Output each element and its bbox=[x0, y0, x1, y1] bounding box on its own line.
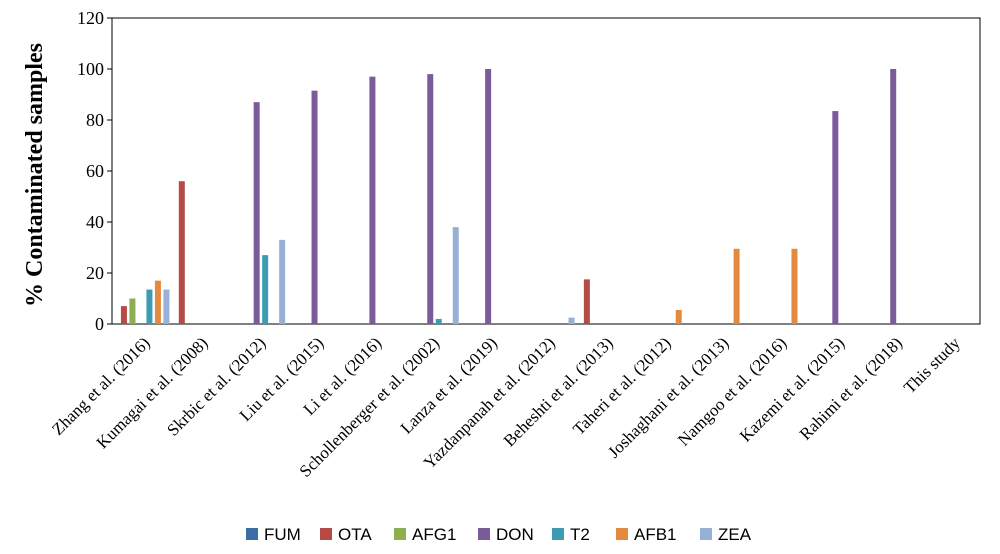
plot-border bbox=[111, 17, 981, 325]
y-tick-label: 0 bbox=[95, 314, 104, 334]
y-axis-title: % Contaminated samples bbox=[22, 43, 48, 307]
y-tick-label: 80 bbox=[86, 110, 104, 130]
x-category-label: Skrbic et al. (2012) bbox=[163, 333, 269, 439]
bar-zea-1 bbox=[163, 289, 170, 324]
legend-label-ota: OTA bbox=[338, 525, 372, 544]
bar-t2-6 bbox=[435, 318, 442, 324]
y-tick-label: 60 bbox=[86, 161, 104, 181]
y-tick-label: 20 bbox=[86, 263, 104, 283]
x-axis-labels: Zhang et al. (2016)Kumagai et al. (2008)… bbox=[48, 333, 964, 481]
x-category-label: This study bbox=[900, 333, 964, 397]
y-tick-label: 120 bbox=[77, 8, 104, 28]
bar-afb1-10 bbox=[675, 309, 682, 324]
bar-don-5 bbox=[369, 76, 376, 325]
legend-swatch-don bbox=[478, 528, 490, 540]
legend-label-fum: FUM bbox=[264, 525, 301, 544]
legend-swatch-afb1 bbox=[616, 528, 628, 540]
plot-area bbox=[111, 17, 981, 325]
x-category-label: Beheshti et al. (2013) bbox=[500, 333, 617, 450]
bar-afb1-11 bbox=[733, 248, 740, 324]
x-category-label: Lanza et al. (2019) bbox=[397, 333, 501, 437]
x-category-label: Namgoo et al. (2016) bbox=[674, 333, 790, 449]
legend-swatch-zea bbox=[700, 528, 712, 540]
legend-label-t2: T2 bbox=[570, 525, 590, 544]
bar-afb1-12 bbox=[791, 248, 798, 324]
legend-label-afb1: AFB1 bbox=[634, 525, 677, 544]
bar-don-13 bbox=[832, 111, 839, 324]
y-tick-label: 40 bbox=[86, 212, 104, 232]
bar-afg1-1 bbox=[129, 298, 136, 324]
y-tick-label: 100 bbox=[77, 59, 104, 79]
bar-zea-8 bbox=[568, 317, 575, 324]
x-category-label: Rahimi et al. (2018) bbox=[796, 333, 906, 443]
legend-swatch-afg1 bbox=[394, 528, 406, 540]
legend-swatch-ota bbox=[320, 528, 332, 540]
bar-afb1-1 bbox=[154, 280, 161, 324]
legend: FUM OTA AFG1 DON T2 AFB1 ZEA bbox=[246, 525, 752, 544]
legend-swatch-t2 bbox=[552, 528, 564, 540]
bars bbox=[120, 69, 897, 325]
x-category-label: Taheri et al. (2012) bbox=[569, 333, 674, 438]
legend-label-zea: ZEA bbox=[718, 525, 752, 544]
bar-don-14 bbox=[890, 69, 897, 324]
legend-label-don: DON bbox=[496, 525, 534, 544]
legend-swatch-fum bbox=[246, 528, 258, 540]
bar-zea-6 bbox=[452, 227, 459, 324]
bar-ota-9 bbox=[583, 279, 590, 324]
legend-label-afg1: AFG1 bbox=[412, 525, 456, 544]
bar-don-3 bbox=[253, 102, 260, 325]
bar-ota-1 bbox=[120, 306, 127, 324]
bar-ota-2 bbox=[178, 181, 185, 324]
bar-don-7 bbox=[485, 69, 492, 324]
y-axis-ticks: 0 20 40 60 80 100 120 bbox=[77, 8, 112, 334]
x-category-label: Kumagai et al. (2008) bbox=[93, 333, 212, 452]
bar-t2-3 bbox=[262, 255, 269, 324]
y-axis-title-group: % Contaminated samples bbox=[22, 43, 48, 307]
bar-t2-1 bbox=[146, 289, 153, 324]
bar-don-4 bbox=[311, 90, 318, 324]
x-category-label: Kazemi et al. (2015) bbox=[736, 333, 848, 445]
bar-don-6 bbox=[427, 74, 434, 324]
bar-zea-3 bbox=[279, 239, 286, 324]
x-category-label: Zhang et al. (2016) bbox=[48, 333, 154, 439]
